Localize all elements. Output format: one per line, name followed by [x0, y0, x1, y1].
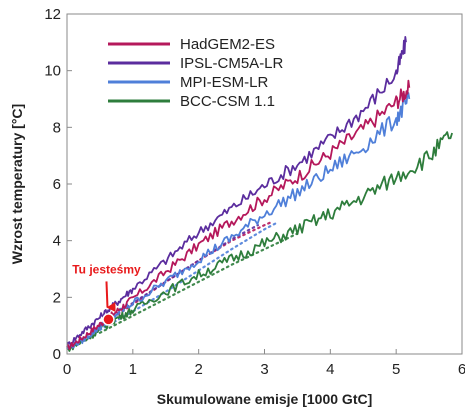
legend-label: HadGEM2-ES [180, 36, 275, 53]
legend-label: MPI-ESM-LR [180, 74, 269, 91]
annotation: Tu jesteśmy [72, 262, 141, 326]
series-layer [66, 36, 453, 352]
series-line-hadgem2-es [66, 79, 411, 350]
legend-label: IPSL-CM5A-LR [180, 55, 284, 72]
y-tick-label: 8 [53, 119, 61, 136]
annotation-arrow [105, 281, 116, 313]
y-tick-label: 0 [53, 346, 61, 363]
y-tick-label: 10 [44, 63, 61, 80]
y-tick-label: 6 [53, 176, 61, 193]
x-tick-label: 6 [458, 361, 465, 378]
dotted-series-line [98, 232, 299, 334]
x-tick-label: 4 [326, 361, 334, 378]
annotation-marker [102, 313, 115, 326]
x-tick-label: 5 [392, 361, 400, 378]
series-line-bcc-csm-1-1 [66, 131, 453, 352]
y-tick-label: 12 [44, 6, 61, 23]
x-tick-label: 1 [129, 361, 137, 378]
x-tick-label: 0 [63, 361, 71, 378]
y-tick-label: 4 [53, 233, 61, 250]
x-axis-title: Skumulowane emisje [1000 GtC] [157, 391, 373, 407]
legend-label: BCC-CSM 1.1 [180, 93, 275, 110]
y-axis-title: Wzrost temperatury [°C] [9, 104, 25, 264]
series-line-ipsl-cm5a-lr [66, 36, 407, 348]
legend: HadGEM2-ES IPSL-CM5A-LR MPI-ESM-LR BCC-CSM … [108, 36, 284, 110]
x-tick-label: 3 [260, 361, 268, 378]
y-tick-label: 2 [53, 289, 61, 306]
annotation-label: Tu jesteśmy [72, 262, 141, 276]
x-tick-label: 2 [194, 361, 202, 378]
